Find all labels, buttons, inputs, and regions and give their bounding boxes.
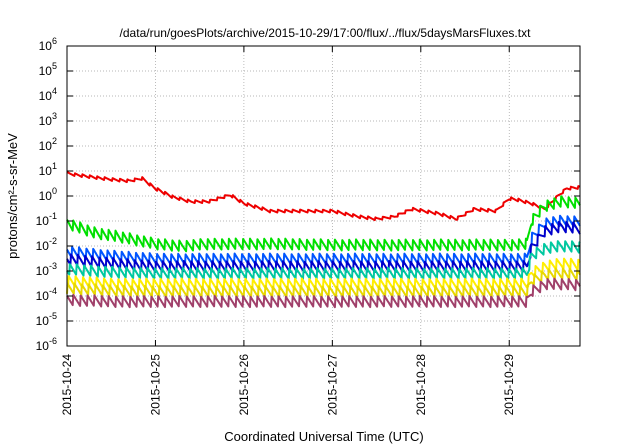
y-tick-label: 101 bbox=[39, 161, 57, 178]
x-tick-label: 2015-10-24 bbox=[60, 354, 74, 416]
y-tick-label: 103 bbox=[39, 111, 57, 128]
series-group bbox=[66, 171, 581, 309]
y-axis: 10-6 10-5 10-4 10-3 10-2 10-1 100 101 102 103 104 1… bbox=[36, 36, 580, 353]
x-tick-label: 2015-10-27 bbox=[325, 354, 339, 416]
x-tick-label: 2015-10-28 bbox=[414, 354, 428, 416]
chart-title: /data/run/goesPlots/archive/2015-10-29/1… bbox=[120, 26, 532, 40]
y-tick-label: 104 bbox=[39, 86, 57, 103]
y-axis-title: protons/cm²-s-sr-MeV bbox=[5, 133, 20, 259]
x-tick-label: 2015-10-26 bbox=[237, 354, 251, 416]
y-tick-label: 10-6 bbox=[36, 336, 57, 353]
series-line-8 bbox=[66, 277, 581, 309]
series-line-5 bbox=[66, 240, 581, 280]
y-tick-label: 106 bbox=[39, 36, 57, 53]
y-tick-label: 10-1 bbox=[36, 211, 57, 228]
y-tick-label: 10-4 bbox=[36, 286, 57, 303]
x-axis: 2015-10-24 2015-10-25 2015-10-26 2015-10-27… bbox=[60, 46, 516, 415]
y-tick-label: 100 bbox=[39, 186, 57, 203]
series-line-2 bbox=[66, 195, 581, 253]
y-tick-label: 102 bbox=[39, 136, 57, 153]
y-tick-label: 105 bbox=[39, 61, 57, 78]
y-tick-label: 10-5 bbox=[36, 311, 57, 328]
x-axis-title: Coordinated Universal Time (UTC) bbox=[224, 429, 423, 444]
x-tick-label: 2015-10-29 bbox=[502, 354, 516, 416]
y-tick-label: 10-3 bbox=[36, 261, 57, 278]
series-line-3 bbox=[66, 214, 581, 266]
series-line-1 bbox=[66, 171, 581, 222]
series-line-7 bbox=[66, 267, 581, 299]
y-tick-label: 10-2 bbox=[36, 236, 57, 253]
x-tick-label: 2015-10-25 bbox=[148, 354, 162, 416]
